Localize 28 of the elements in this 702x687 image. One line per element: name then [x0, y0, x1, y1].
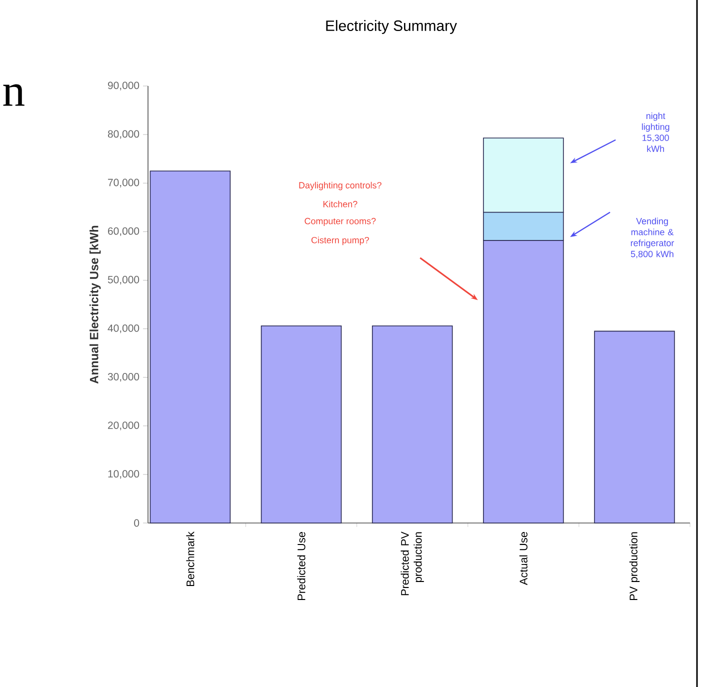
- y-tick-label: 80,000: [108, 130, 140, 139]
- bar: [260, 325, 342, 524]
- x-tick-label: PV production: [629, 532, 640, 600]
- y-tick-label: 70,000: [108, 178, 140, 188]
- y-tick-label: 10,000: [108, 470, 140, 479]
- annotation: Cistern pump?: [311, 236, 369, 246]
- x-tick-label: Predicted Use: [297, 532, 306, 600]
- text: n: [3, 84, 24, 106]
- x-tick-label: Actual Use: [519, 532, 528, 586]
- bar: [594, 330, 675, 524]
- y-tick-label: 30,000: [108, 373, 140, 382]
- x-tick-label: Predicted PV production: [400, 532, 424, 596]
- y-tick-label: 60,000: [108, 227, 140, 236]
- y-tick-label: 90,000: [108, 82, 140, 90]
- annotation: Computer rooms?: [304, 218, 376, 226]
- x-tick-label: Benchmark: [186, 531, 194, 586]
- y-axis-title: Annual Electricity Use [kWh: [90, 226, 101, 384]
- annotation: night lighting 15,300 kWh: [642, 112, 670, 152]
- annotation: Kitchen?: [323, 200, 358, 208]
- chart-title: Electricity Summary: [326, 20, 457, 34]
- y-tick-label: 50,000: [108, 276, 140, 285]
- bar: [372, 325, 453, 524]
- y-tick-label: 20,000: [108, 422, 140, 430]
- y-tick-label: 0: [134, 519, 140, 527]
- annotation: Vending machine & refrigerator 5,800 kWh: [630, 218, 674, 258]
- y-tick-label: 40,000: [108, 324, 140, 334]
- bar: [150, 170, 231, 524]
- annotation: Daylighting controls?: [299, 182, 382, 190]
